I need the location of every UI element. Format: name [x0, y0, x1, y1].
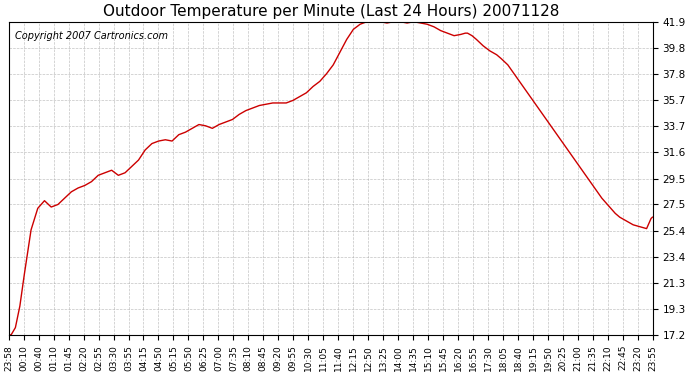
- Title: Outdoor Temperature per Minute (Last 24 Hours) 20071128: Outdoor Temperature per Minute (Last 24 …: [103, 4, 559, 19]
- Text: Copyright 2007 Cartronics.com: Copyright 2007 Cartronics.com: [15, 31, 168, 41]
